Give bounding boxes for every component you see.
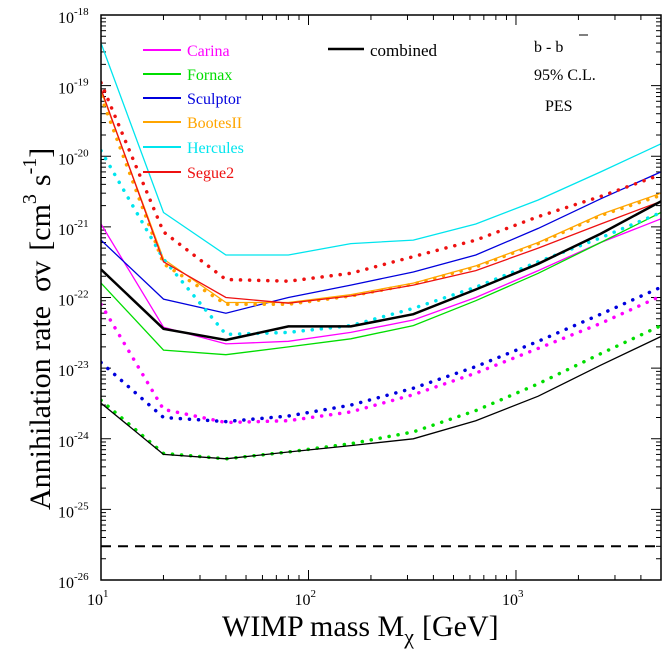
y-tick-label-base: 10 <box>58 151 74 168</box>
y-axis-label-unit-s: s <box>24 174 57 186</box>
x-tick-label-exp: 3 <box>518 588 524 600</box>
legend-label-sculptor: Sculptor <box>187 91 242 108</box>
y-axis-label-unit-close: ] <box>24 148 57 158</box>
x-tick-label-exp: 2 <box>310 588 316 600</box>
y-tick-label: 10-19 <box>58 77 89 98</box>
series-solid-combined-fine <box>101 335 661 460</box>
y-axis-label-exp3: 3 <box>19 194 41 204</box>
y-tick-label-base: 10 <box>58 222 74 239</box>
x-tick-label-base: 10 <box>294 592 310 609</box>
series-dotted-sculptor <box>101 285 661 424</box>
series-dotted-segue2 <box>101 80 661 283</box>
y-tick-label-exp: -23 <box>74 359 89 371</box>
x-tick-label-base: 10 <box>502 592 518 609</box>
series-dotted-hercules <box>101 148 661 337</box>
x-axis-label-unit: [GeV] <box>422 610 499 643</box>
y-axis-label-main: Annihilation rate <box>24 306 57 510</box>
series-dotted-bootesii <box>101 94 661 307</box>
x-axis-label-sub: χ <box>403 624 414 649</box>
y-tick-label: 10-20 <box>58 147 89 168</box>
cl-annotation: 95% C.L. <box>534 67 596 84</box>
y-tick-label: 10-25 <box>58 500 89 521</box>
legend-label-hercules: Hercules <box>187 140 244 157</box>
y-tick-label-exp: -19 <box>74 77 89 89</box>
x-tick-label: 101 <box>87 588 109 609</box>
series-solid-fornax <box>101 211 661 356</box>
y-axis-label: Annihilation rate σv [cm3 s-1] <box>19 148 57 510</box>
y-tick-label: 10-22 <box>58 289 89 310</box>
y-tick-label-exp: -18 <box>74 6 89 18</box>
profile-annotation: PES <box>545 98 573 115</box>
y-tick-label-exp: -26 <box>74 571 89 583</box>
y-tick-label-exp: -25 <box>74 500 89 512</box>
series-solid-segue2 <box>101 88 661 304</box>
x-tick-label-base: 10 <box>87 592 103 609</box>
series-dotted-fornax <box>101 323 661 461</box>
y-tick-label-base: 10 <box>58 575 74 592</box>
legend-label-combined: combined <box>370 41 438 60</box>
y-tick-label-exp: -22 <box>74 289 89 301</box>
legend-label-fornax: Fornax <box>187 67 232 84</box>
y-tick-label-exp: -20 <box>74 147 89 159</box>
x-tick-label: 102 <box>294 588 316 609</box>
series-solid-hercules <box>101 42 661 256</box>
series-lines <box>101 42 661 548</box>
y-tick-label-exp: -24 <box>74 430 89 442</box>
x-axis-label-main: WIMP mass M <box>222 610 404 643</box>
x-tick-label-exp: 1 <box>103 588 109 600</box>
legend-label-segue2: Segue2 <box>187 165 234 182</box>
axis-ticks <box>100 14 662 581</box>
legend: Carina Fornax Sculptor BootesII Hercules… <box>143 41 438 182</box>
y-tick-label-base: 10 <box>58 434 74 451</box>
y-tick-label-base: 10 <box>58 363 74 380</box>
series-solid-bootesii <box>101 90 661 304</box>
y-tick-label: 10-21 <box>58 218 89 239</box>
x-tick-label: 103 <box>502 588 524 609</box>
y-tick-label: 10-23 <box>58 359 89 380</box>
series-solid-carina <box>101 218 661 345</box>
series-dotted-carina <box>101 294 661 425</box>
legend-label-carina: Carina <box>187 43 230 60</box>
y-axis-label-exp1: -1 <box>19 158 41 175</box>
svg-text:Annihilation rateσv[cm3s-1]: Annihilation rate σv [cm3 s-1] <box>19 148 57 510</box>
series-solid-combined <box>101 200 661 342</box>
plot-frame <box>100 14 662 581</box>
y-tick-label-base: 10 <box>58 10 74 27</box>
y-axis-label-sym: σv <box>24 261 57 292</box>
y-tick-label: 10-18 <box>58 6 89 27</box>
legend-label-bootesii: BootesII <box>187 115 242 132</box>
y-tick-label: 10-24 <box>58 430 89 451</box>
series-solid-sculptor <box>101 171 661 314</box>
tick-labels: 101 102 10310-1810-1910-2010-2110-2210-231… <box>58 6 524 609</box>
y-axis-label-unit-open: [cm <box>24 204 57 251</box>
y-tick-label-base: 10 <box>58 293 74 310</box>
y-tick-label: 10-26 <box>58 571 89 592</box>
y-tick-label-base: 10 <box>58 504 74 521</box>
annotations: b - b 95% C.L. PES <box>534 34 596 115</box>
x-axis-label: WIMP mass Mχ [GeV] <box>222 610 499 649</box>
y-tick-label-base: 10 <box>58 81 74 98</box>
y-tick-label-exp: -21 <box>74 218 89 230</box>
channel-annotation: b - b <box>534 39 563 56</box>
